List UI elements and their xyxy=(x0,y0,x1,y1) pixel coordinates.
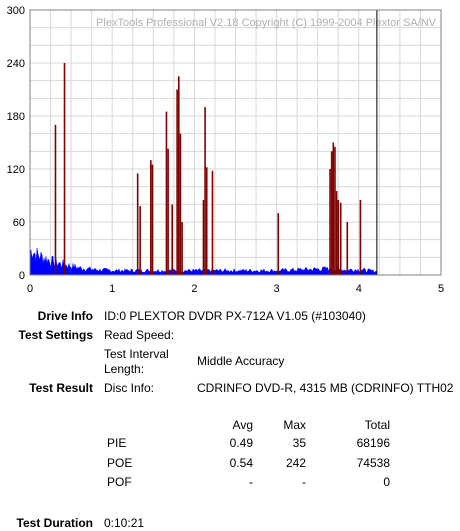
x-tick-label: 4 xyxy=(356,283,362,295)
drive-info-value: ID:0 PLEXTOR DVDR PX-712A V1.05 (#103040… xyxy=(104,309,366,323)
test-interval-value: Middle Accuracy xyxy=(197,354,285,368)
pof-avg: - xyxy=(249,475,253,489)
test-interval-label-line1: Test Interval xyxy=(104,347,169,361)
poe-max: 242 xyxy=(285,456,306,470)
x-tick-label: 1 xyxy=(109,283,115,295)
y-tick-label: 0 xyxy=(19,270,25,282)
header-total: Total xyxy=(364,418,390,432)
read-speed-label: Read Speed: xyxy=(104,328,175,342)
x-tick-label: 0 xyxy=(27,283,33,295)
disc-info-value: CDRINFO DVD-R, 4315 MB (CDRINFO) TTH02 xyxy=(197,381,454,395)
test-duration-value: 0:10:21 xyxy=(104,516,145,530)
x-tick-label: 2 xyxy=(191,283,197,295)
row-name-pie: PIE xyxy=(107,436,127,450)
y-tick-label: 60 xyxy=(13,217,25,229)
grid-lines xyxy=(30,10,441,275)
drive-info-label: Drive Info xyxy=(37,309,93,323)
pie-avg: 0.49 xyxy=(229,436,253,450)
pipo-chart: PlexTools Professional V2.18 Copyright (… xyxy=(7,5,444,295)
header-max: Max xyxy=(283,418,306,432)
y-tick-label: 240 xyxy=(7,58,25,70)
pie-max: 35 xyxy=(292,436,306,450)
row-name-poe: POE xyxy=(107,456,133,470)
plot-frame xyxy=(29,9,442,276)
x-axis-ticks: 0 1 2 3 4 5 xyxy=(27,283,444,295)
y-tick-label: 300 xyxy=(7,5,25,17)
poe-total: 74538 xyxy=(356,456,390,470)
test-duration-label: Test Duration xyxy=(16,516,93,530)
test-interval-label-line2: Length: xyxy=(104,362,145,376)
disc-info-label: Disc Info: xyxy=(104,381,155,395)
y-tick-label: 180 xyxy=(7,111,25,123)
x-tick-label: 3 xyxy=(274,283,280,295)
x-tick-label: 5 xyxy=(438,283,444,295)
pie-total: 68196 xyxy=(356,436,390,450)
header-avg: Avg xyxy=(232,418,253,432)
watermark-text: PlexTools Professional V2.18 Copyright (… xyxy=(96,17,437,29)
poe-avg: 0.54 xyxy=(229,456,253,470)
y-axis-ticks: 0 60 120 180 240 300 xyxy=(7,5,25,282)
test-result-label: Test Result xyxy=(29,381,93,395)
poe-series xyxy=(54,63,362,275)
pof-total: 0 xyxy=(383,475,390,489)
row-name-pof: POF xyxy=(107,475,132,489)
pof-max: - xyxy=(302,475,306,489)
test-settings-label: Test Settings xyxy=(18,328,93,342)
y-tick-label: 120 xyxy=(7,164,25,176)
